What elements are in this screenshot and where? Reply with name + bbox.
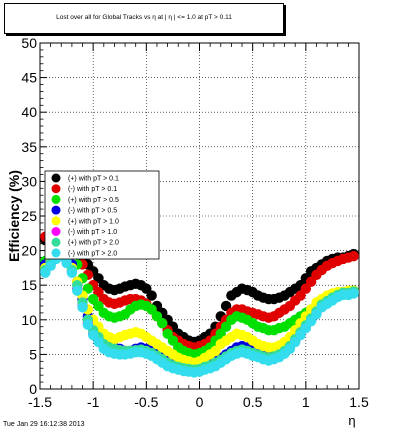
y-tick-label: 45 bbox=[21, 70, 37, 86]
legend-marker bbox=[51, 248, 61, 258]
data-point bbox=[157, 318, 168, 329]
legend: (+) with pT > 0.1 (-) with pT > 0.1 (+) wi… bbox=[44, 170, 160, 260]
x-axis-label: η bbox=[348, 413, 355, 428]
data-point bbox=[66, 267, 78, 278]
x-tick-label: -1.5 bbox=[28, 394, 52, 410]
y-tick-label: 50 bbox=[21, 35, 37, 51]
axis-ticks bbox=[39, 42, 360, 390]
y-tick-label: 30 bbox=[21, 173, 37, 189]
y-tick-label: 15 bbox=[21, 277, 37, 293]
y-tick-label: 35 bbox=[21, 139, 37, 155]
title-box: Lost over all for Global Tracks vs η at … bbox=[4, 3, 284, 34]
x-tick-label: 0.5 bbox=[243, 394, 263, 410]
x-tick-label: -0.5 bbox=[134, 394, 158, 410]
legend-marker bbox=[51, 227, 61, 236]
x-tick-label: 0 bbox=[196, 394, 204, 410]
chart-title: Lost over all for Global Tracks vs η at … bbox=[56, 14, 232, 21]
data-point bbox=[61, 257, 72, 269]
legend-marker bbox=[51, 184, 61, 194]
y-tick-label: 25 bbox=[21, 208, 37, 224]
x-tick-label: 1.5 bbox=[349, 394, 369, 410]
data-point bbox=[146, 290, 157, 301]
legend-marker bbox=[51, 205, 61, 215]
y-tick-label: 5 bbox=[29, 346, 37, 362]
legend-marker bbox=[51, 194, 61, 204]
y-axis-label: Efficiency (%) bbox=[6, 170, 22, 262]
legend-label: (+) with pT > 2.0 bbox=[68, 240, 119, 247]
y-tick-label: 40 bbox=[21, 104, 37, 120]
legend-label: (+) with pT > 0.5 bbox=[68, 197, 119, 204]
x-tick-label: 1 bbox=[302, 394, 310, 410]
legend-label: (-) with pT > 0.1 bbox=[68, 186, 117, 193]
legend-label: (-) with pT > 2.0 bbox=[68, 250, 117, 257]
y-tick-label: 10 bbox=[21, 312, 37, 328]
data-point bbox=[348, 250, 359, 262]
data-point bbox=[348, 288, 359, 299]
legend-marker bbox=[51, 237, 61, 247]
y-tick-label: 0 bbox=[29, 381, 37, 397]
legend-label: (+) with pT > 1.0 bbox=[68, 218, 119, 225]
legend-label: (+) with pT > 0.1 bbox=[68, 176, 119, 183]
legend-marker bbox=[51, 173, 61, 183]
data-point bbox=[82, 319, 94, 330]
legend-marker bbox=[51, 216, 61, 226]
legend-label: (-) with pT > 0.5 bbox=[68, 208, 117, 215]
legend-label: (-) with pT > 1.0 bbox=[68, 229, 117, 236]
footer-date: Tue Jan 29 16:12:38 2013 bbox=[3, 421, 85, 428]
data-point bbox=[72, 285, 83, 296]
y-tick-label: 20 bbox=[21, 243, 37, 259]
legend-box bbox=[44, 170, 160, 260]
tick-labels: 0 5 10 15 20 25 30 35 40 45 50 -1.5 -1 -0.5 0 0.5 1 1.5 bbox=[21, 35, 369, 410]
data-point bbox=[77, 302, 88, 313]
x-tick-label: -1 bbox=[87, 394, 100, 410]
